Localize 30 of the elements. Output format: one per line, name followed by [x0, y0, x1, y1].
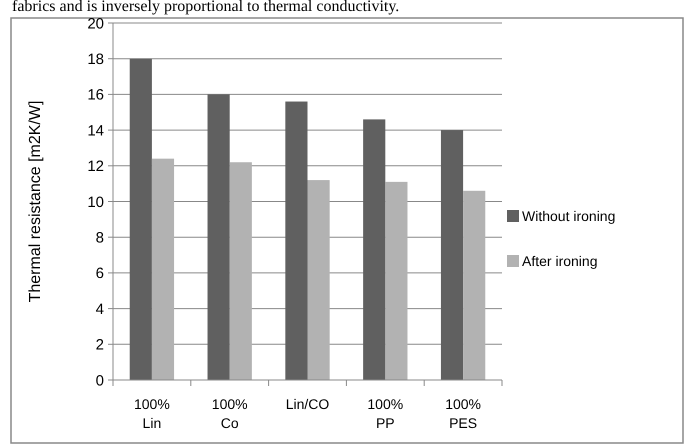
- x-tick-label: 100% PP: [367, 396, 404, 431]
- x-tick-label: 100% PES: [445, 396, 482, 431]
- y-tick-label: 18: [87, 50, 104, 68]
- y-tick-label: 20: [87, 15, 104, 32]
- bar: [385, 182, 408, 380]
- bar: [463, 190, 486, 380]
- y-tick-label: 12: [87, 158, 104, 176]
- y-tick-label: 6: [96, 265, 104, 282]
- text: fabrics and is inversely proportional to thermal conductivity.: [12, 0, 400, 15]
- legend-label: After ironing: [522, 252, 598, 269]
- bar: [152, 158, 174, 380]
- x-tick-label: Lin/CO: [286, 396, 330, 412]
- legend-label: Without ironing: [522, 208, 616, 224]
- y-tick-label: 0: [96, 372, 104, 390]
- y-tick-label: 2: [96, 336, 104, 354]
- bar: [130, 58, 152, 380]
- y-tick-label: 4: [96, 300, 104, 318]
- x-tick-label: 100% Co: [212, 396, 248, 431]
- bar: [208, 94, 230, 380]
- y-tick-label: 10: [87, 194, 104, 211]
- bar: [363, 119, 386, 380]
- y-tick-label: 16: [87, 86, 104, 104]
- y-axis-title: Thermal resistance [m2K/W]: [27, 100, 44, 302]
- bar: [440, 130, 464, 380]
- y-tick-label: 8: [96, 229, 104, 246]
- x-tick-label: 100% Lin: [134, 396, 170, 431]
- bar: [285, 102, 308, 380]
- bar: [308, 180, 330, 380]
- bar: [230, 162, 252, 380]
- y-tick-label: 14: [87, 122, 104, 140]
